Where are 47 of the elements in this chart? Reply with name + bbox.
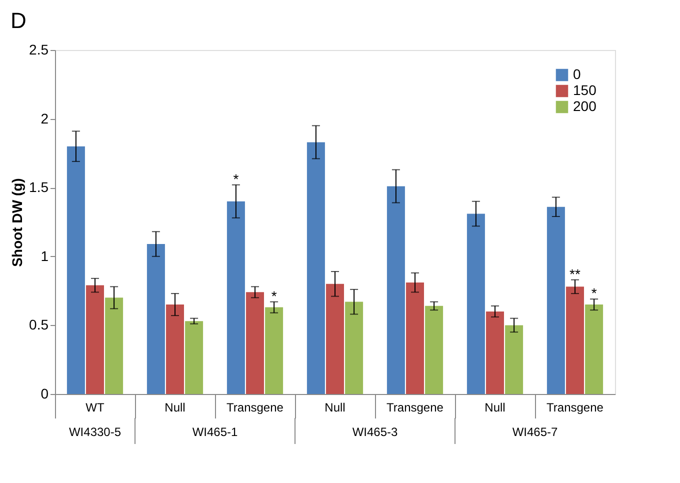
y-tick-label: 0 [40,386,49,402]
x-tick-label: Null [484,400,506,414]
bar [505,325,524,394]
bar [66,146,85,394]
bar [185,321,204,394]
bar [425,306,444,394]
bar [386,186,405,394]
bar [226,201,245,394]
x-tick-label: Transgene [226,400,284,414]
chart-title: D [10,8,26,33]
data-label: * [233,170,240,187]
bar [466,214,485,394]
bar [246,292,264,394]
data-label: * [271,288,278,304]
x-tick-label: Null [164,400,186,414]
bar [546,206,565,394]
y-tick-label: 1 [40,248,49,264]
bar [146,244,165,394]
bar [105,298,124,394]
bar [585,304,604,394]
text: WI465-3 [352,425,398,439]
y-tick-label: 1.5 [29,179,49,196]
bar [486,311,504,394]
bar [306,142,325,394]
x-tick-label: Null [324,400,346,414]
x-tick-label: Transgene [546,400,604,414]
y-tick-label: 0.5 [29,316,49,333]
legend-label: 150 [573,82,597,98]
bar [265,307,284,394]
y-tick-label: 2.5 [29,42,49,58]
bar [86,285,104,394]
bar [406,282,424,394]
y-axis-title: Shoot DW (g) [9,178,26,267]
legend-label: 0 [573,66,581,82]
bar [166,304,184,394]
x-tick-label: Transgene [386,400,444,414]
text: WI465-1 [192,425,238,439]
x-tick-label: WT [86,400,105,414]
bar [345,302,364,394]
legend-label: 200 [573,98,597,114]
bar [566,286,584,394]
text: WI465-7 [512,425,558,439]
data-label: ** [570,266,581,282]
bar [326,284,344,394]
text: WI4330-5 [68,425,122,439]
y-tick-label: 2 [40,110,49,126]
data-label: * [591,285,598,302]
